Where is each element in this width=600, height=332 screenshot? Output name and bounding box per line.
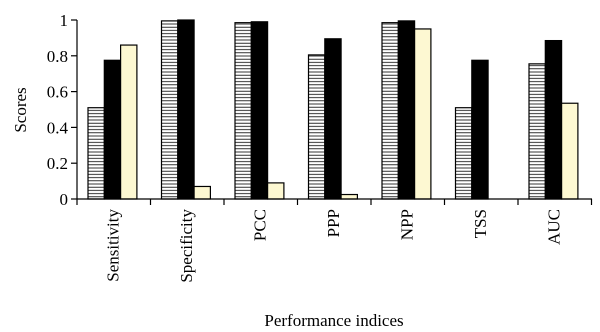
y-tick-label: 1 — [60, 11, 69, 30]
bar-series-3-npp — [414, 28, 432, 200]
bar-series-1-npp — [381, 22, 399, 200]
y-axis-title: Scores — [11, 87, 30, 132]
bar-series-2-specificity — [177, 19, 195, 200]
bar-series-1-ppp — [307, 54, 326, 200]
bar-series-1-pcc — [234, 22, 252, 200]
bars — [87, 19, 579, 200]
bar-series-3-auc — [560, 102, 579, 200]
bar-series-2-auc — [544, 39, 563, 200]
bar-series-1-sensitivity — [87, 107, 105, 200]
x-tick-label: PPP — [324, 209, 343, 237]
x-tick-label: TSS — [471, 209, 490, 238]
bar-series-2-npp — [397, 20, 416, 200]
bar-series-2-sensitivity — [103, 59, 122, 200]
bar-series-2-tss — [471, 59, 489, 200]
y-tick-label: 0 — [60, 190, 69, 209]
bar-series-3-specificity — [193, 185, 212, 200]
y-tick-label: 0.4 — [47, 118, 69, 137]
y-tick-label: 0.6 — [47, 83, 68, 102]
bar-series-3-pcc — [267, 182, 285, 200]
x-tick-label: Specificity — [177, 209, 196, 283]
bar-series-1-tss — [454, 107, 473, 200]
x-tick-label: Sensitivity — [103, 209, 122, 282]
bar-series-3-sensitivity — [119, 44, 138, 200]
y-axis: 0 0.2 0.4 0.6 0.8 1 — [47, 11, 78, 209]
y-tick-label: 0.8 — [47, 47, 68, 66]
x-axis-title: Performance indices — [264, 311, 403, 330]
y-tick-label: 0.2 — [47, 154, 68, 173]
bar-series-1-auc — [528, 63, 546, 200]
x-tick-label: AUC — [544, 209, 563, 245]
bar-series-1-specificity — [160, 20, 179, 200]
x-tick-label: PCC — [250, 209, 269, 241]
bar-series-3-ppp — [340, 193, 359, 200]
x-tick-label: NPP — [397, 209, 416, 240]
bar-series-2-ppp — [324, 38, 342, 200]
bar-series-2-pcc — [250, 21, 269, 200]
x-axis: Sensitivity Specificity PCC PPP NPP TSS AUC — [76, 198, 593, 283]
